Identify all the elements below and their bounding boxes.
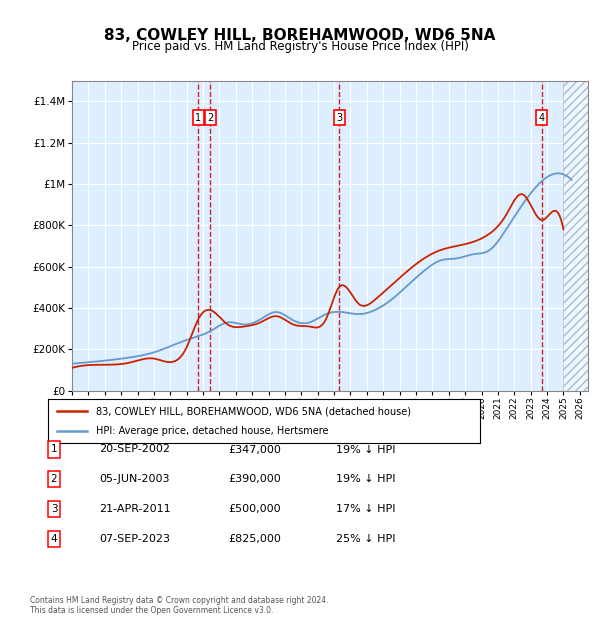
Text: 3: 3 — [336, 113, 342, 123]
Text: 21-APR-2011: 21-APR-2011 — [99, 504, 170, 514]
Text: Price paid vs. HM Land Registry's House Price Index (HPI): Price paid vs. HM Land Registry's House … — [131, 40, 469, 53]
Text: HPI: Average price, detached house, Hertsmere: HPI: Average price, detached house, Hert… — [95, 426, 328, 436]
Text: 3: 3 — [50, 504, 58, 514]
Text: £500,000: £500,000 — [228, 504, 281, 514]
Text: £825,000: £825,000 — [228, 534, 281, 544]
Text: 83, COWLEY HILL, BOREHAMWOOD, WD6 5NA (detached house): 83, COWLEY HILL, BOREHAMWOOD, WD6 5NA (d… — [95, 406, 410, 416]
Text: 19% ↓ HPI: 19% ↓ HPI — [336, 474, 395, 484]
Text: £347,000: £347,000 — [228, 445, 281, 454]
Text: 20-SEP-2002: 20-SEP-2002 — [99, 445, 170, 454]
Text: 4: 4 — [50, 534, 58, 544]
Text: 83, COWLEY HILL, BOREHAMWOOD, WD6 5NA: 83, COWLEY HILL, BOREHAMWOOD, WD6 5NA — [104, 28, 496, 43]
Text: £390,000: £390,000 — [228, 474, 281, 484]
Text: Contains HM Land Registry data © Crown copyright and database right 2024.
This d: Contains HM Land Registry data © Crown c… — [30, 596, 329, 615]
Text: 05-JUN-2003: 05-JUN-2003 — [99, 474, 170, 484]
Text: 4: 4 — [539, 113, 545, 123]
Text: 2: 2 — [50, 474, 58, 484]
Text: 2: 2 — [207, 113, 213, 123]
Text: 17% ↓ HPI: 17% ↓ HPI — [336, 504, 395, 514]
Text: 25% ↓ HPI: 25% ↓ HPI — [336, 534, 395, 544]
Text: 1: 1 — [50, 445, 58, 454]
Text: 1: 1 — [196, 113, 202, 123]
Bar — [563, 81, 588, 391]
Text: 19% ↓ HPI: 19% ↓ HPI — [336, 445, 395, 454]
Text: 07-SEP-2023: 07-SEP-2023 — [99, 534, 170, 544]
Bar — [563, 81, 588, 391]
